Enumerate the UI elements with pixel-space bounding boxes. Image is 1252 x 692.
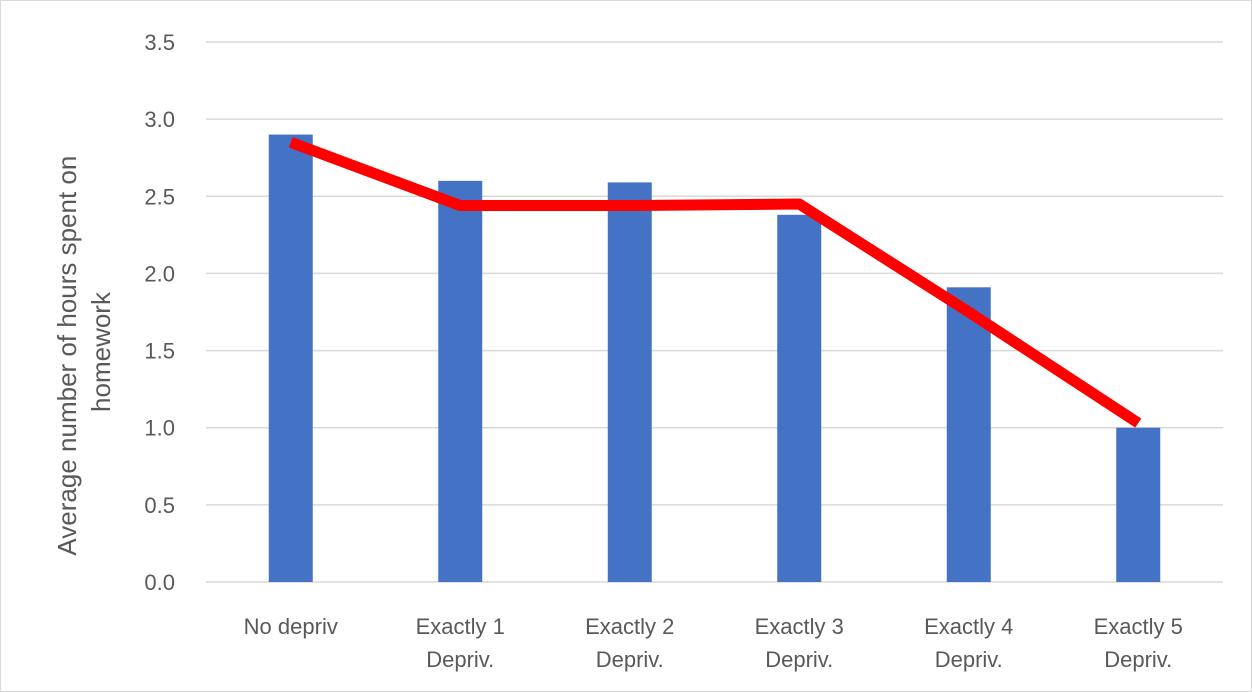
- x-tick-label: Exactly 5 Depriv.: [1094, 614, 1183, 672]
- bar-series: [268, 134, 1161, 583]
- y-tick-label: 1.5: [144, 339, 175, 364]
- x-tick-label-line: Depriv.: [935, 647, 1003, 672]
- y-tick-label: 0.5: [144, 493, 175, 518]
- bar: [946, 287, 991, 582]
- y-axis-tick-labels: 0.0 0.5 1.0 1.5 2.0 2.5 3.0 3.5: [144, 30, 175, 595]
- y-axis-title: Average number of hours spent on homewor…: [52, 148, 116, 555]
- y-tick-label: 1.0: [144, 416, 175, 441]
- x-tick-label-line: Exactly 4: [924, 614, 1013, 639]
- x-tick-label-line: Depriv.: [426, 647, 494, 672]
- y-tick-label: 2.0: [144, 261, 175, 286]
- x-tick-label-line: No depriv: [244, 614, 338, 639]
- x-tick-label: Exactly 2 Depriv.: [585, 614, 674, 672]
- x-tick-label-line: Exactly 3: [755, 614, 844, 639]
- bar: [268, 134, 313, 583]
- gridlines: [206, 41, 1223, 583]
- x-tick-label-line: Exactly 1: [416, 614, 505, 639]
- x-tick-label: Exactly 3 Depriv.: [755, 614, 844, 672]
- y-axis-title-line-1: Average number of hours spent on: [52, 156, 82, 556]
- y-tick-label: 3.0: [144, 107, 175, 132]
- x-axis-category-labels: No depriv Exactly 1 Depriv. Exactly 2 Depriv…: [244, 614, 1183, 672]
- x-tick-label-line: Depriv.: [1104, 647, 1172, 672]
- y-axis-title-line-2: homework: [86, 291, 116, 412]
- trend-line: [288, 137, 1142, 428]
- x-tick-label-line: Depriv.: [596, 647, 664, 672]
- x-tick-label-line: Depriv.: [765, 647, 833, 672]
- y-tick-label: 3.5: [144, 30, 175, 55]
- x-tick-label-line: Exactly 2: [585, 614, 674, 639]
- bar: [438, 180, 483, 582]
- x-tick-label: No depriv: [244, 614, 338, 639]
- x-tick-label: Exactly 1 Depriv.: [416, 614, 505, 672]
- y-tick-label: 0.0: [144, 570, 175, 595]
- x-tick-label-line: Exactly 5: [1094, 614, 1183, 639]
- bar: [1116, 427, 1161, 582]
- y-tick-label: 2.5: [144, 184, 175, 209]
- x-tick-label: Exactly 4 Depriv.: [924, 614, 1013, 672]
- bar: [777, 214, 822, 583]
- bar: [607, 182, 652, 582]
- line-series: [288, 137, 1142, 428]
